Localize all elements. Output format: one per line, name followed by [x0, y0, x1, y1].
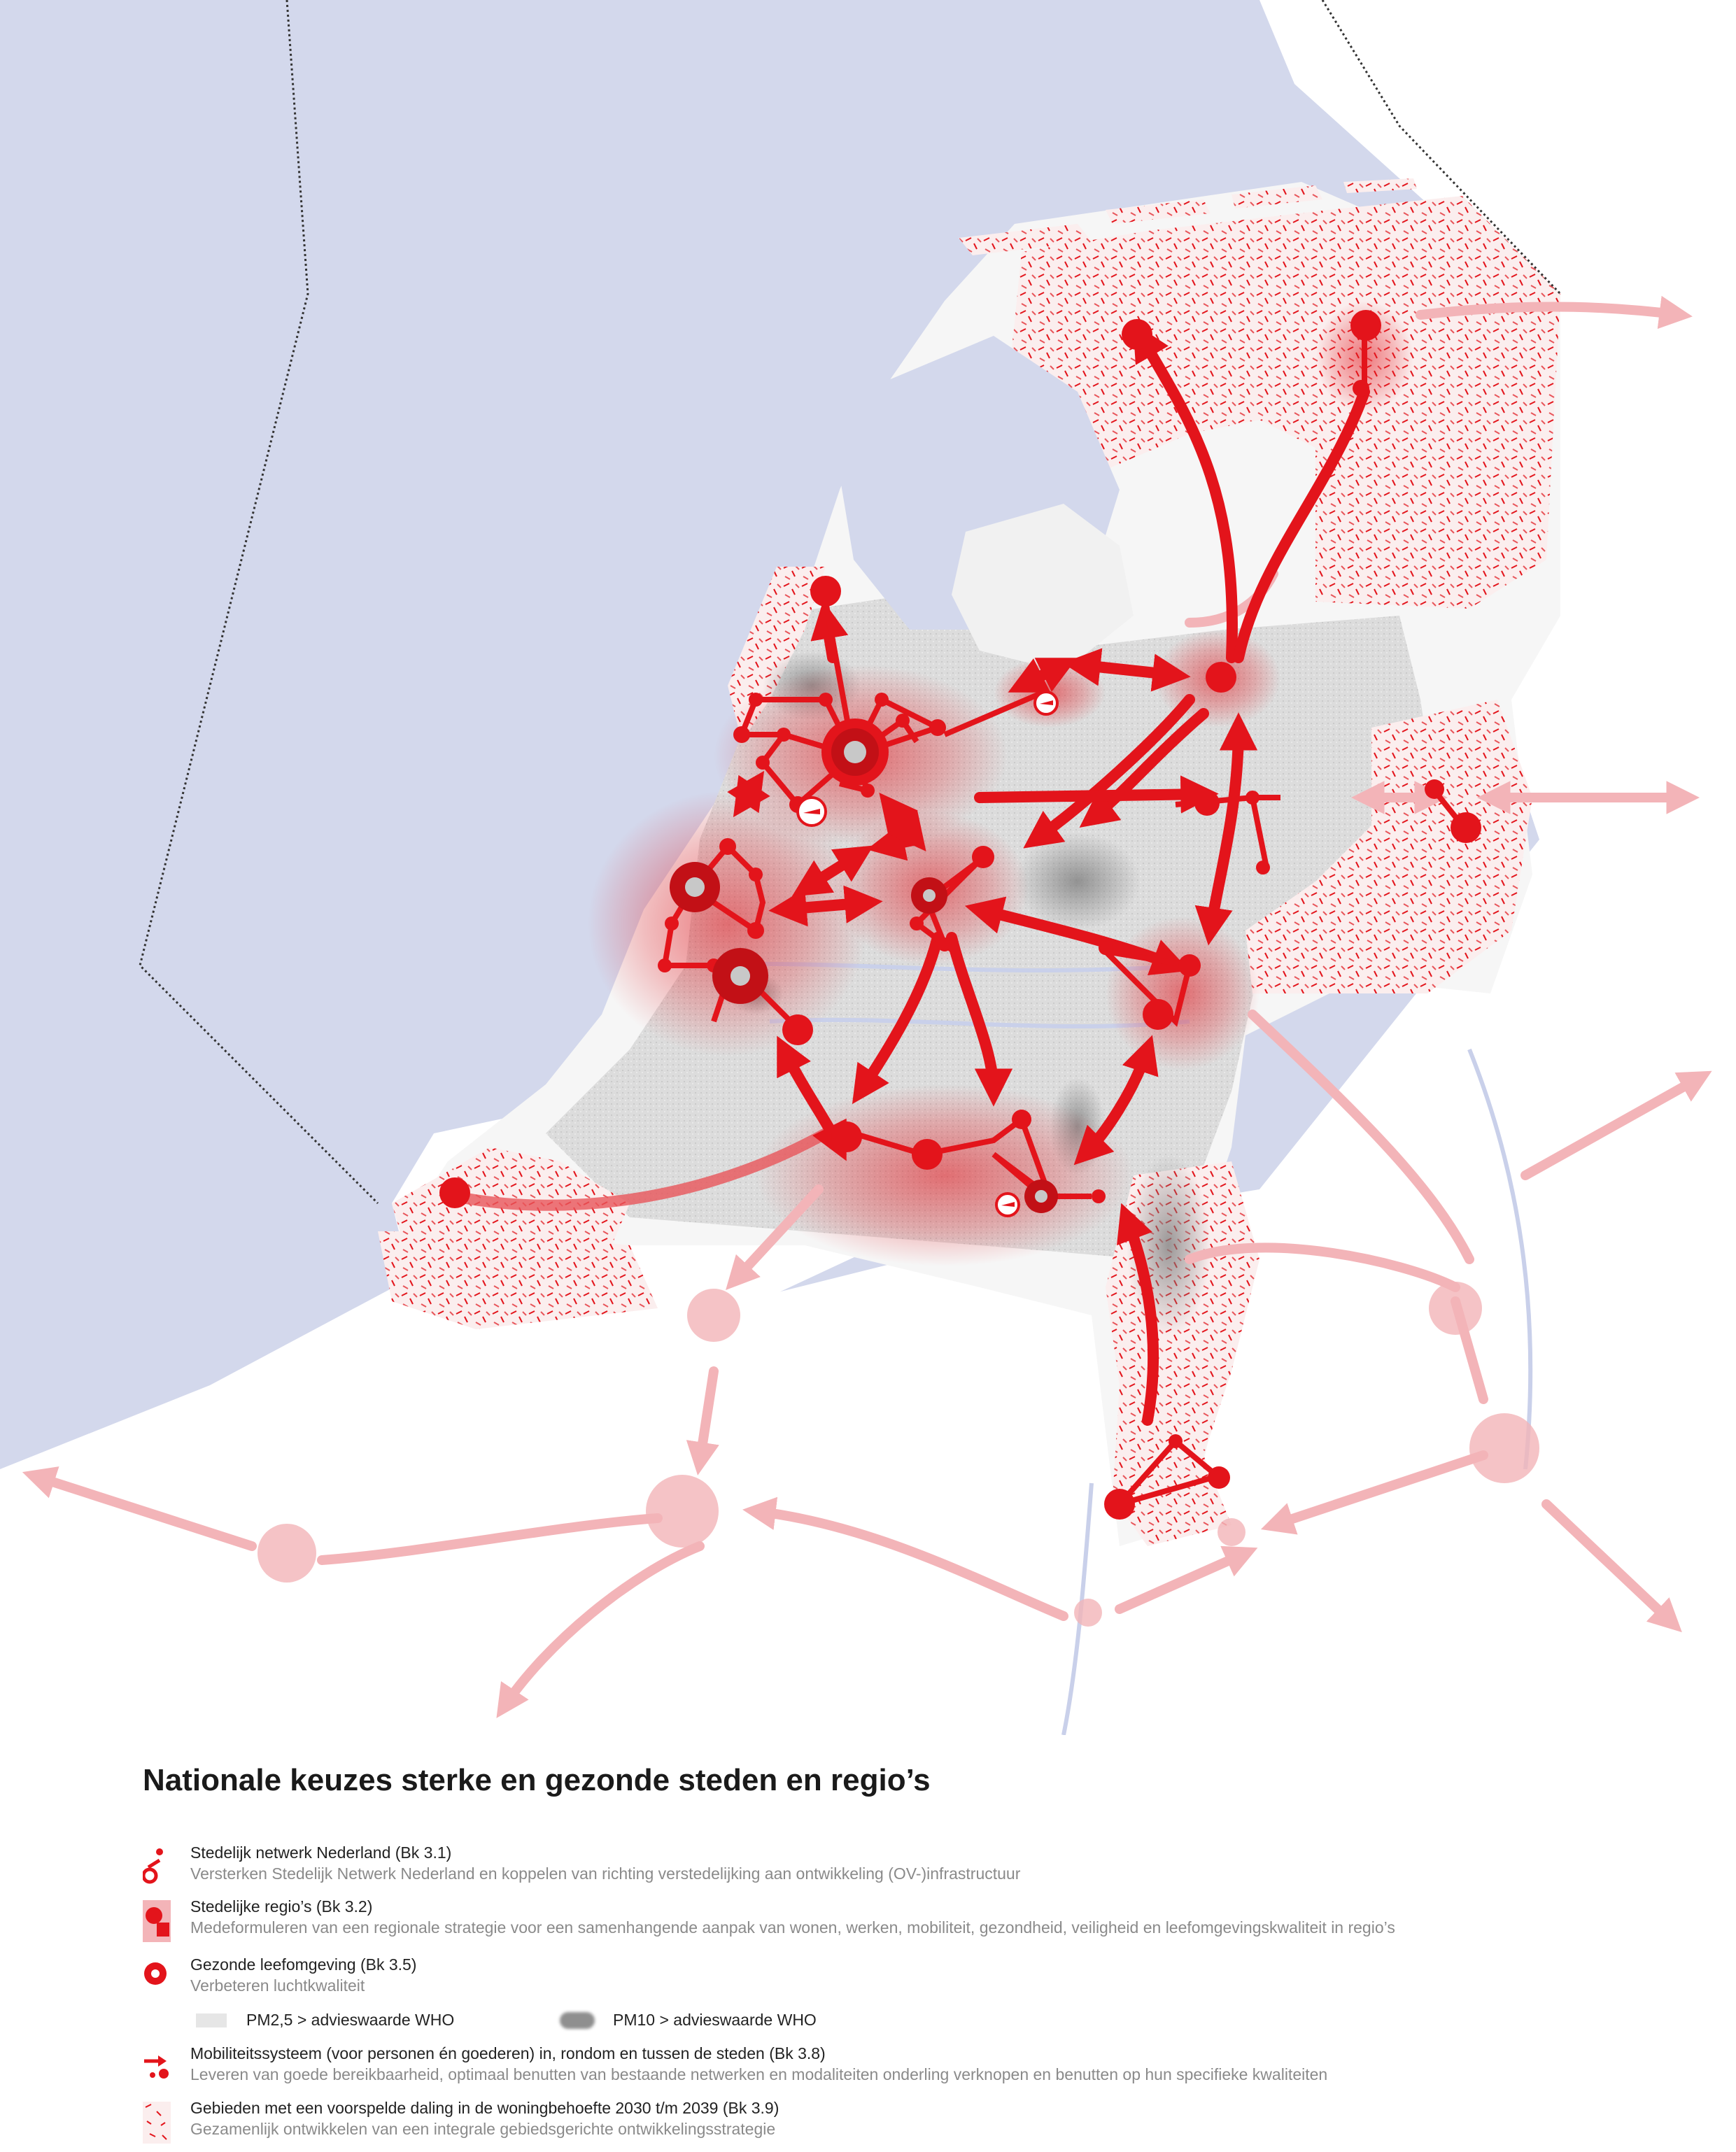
hatched-zeeland-south — [378, 1231, 658, 1329]
legend-description: Verbeteren luchtkwaliteit — [190, 1976, 365, 1995]
hatched-east — [1245, 700, 1532, 993]
pm10-swatch — [560, 2012, 595, 2029]
flevoland — [952, 504, 1134, 672]
urban-region-icon — [143, 1900, 171, 1942]
pm10-label: PM10 > advieswaarde WHO — [613, 2011, 817, 2029]
legend-description: Leveren van goede bereikbaarheid, optima… — [190, 2065, 1328, 2083]
wadden-islands — [959, 178, 1417, 255]
land-belgium — [0, 1224, 1120, 1735]
pm25-label: PM2,5 > advieswaarde WHO — [246, 2011, 455, 2029]
legend-heading: Gebieden met een voorspelde daling in de… — [190, 2099, 779, 2117]
legend-heading: Stedelijk netwerk Nederland (Bk 3.1) — [190, 1843, 452, 1862]
urban-network-icon — [143, 1848, 163, 1884]
airport-plane-icons — [803, 700, 1053, 1207]
legend-heading: Mobiliteitssysteem (voor personen én goe… — [190, 2044, 826, 2062]
legend-title: Nationale keuzes sterke en gezonde stede… — [143, 1763, 931, 1797]
mobility-icon — [144, 2055, 169, 2079]
healthy-environment-icon — [144, 1962, 167, 1985]
international-connections — [22, 295, 1712, 1718]
legend-heading: Stedelijke regio’s (Bk 3.2) — [190, 1897, 373, 1916]
international-nodes — [257, 1282, 1539, 1627]
legend-description: Versterken Stedelijk Netwerk Nederland e… — [190, 1864, 1021, 1883]
pm25-swatch — [196, 2013, 227, 2027]
legend-description: Medeformuleren van een regionale strateg… — [190, 1918, 1395, 1937]
legend-description: Gezamenlijk ontwikkelen van een integral… — [190, 2120, 776, 2138]
hatched-north — [1008, 196, 1560, 609]
city-nodes — [439, 310, 1481, 1520]
zeeland-link — [453, 1128, 828, 1211]
national-network — [727, 323, 1370, 1426]
hatched-area-icon — [143, 2102, 171, 2144]
legend: Nationale keuzes sterke en gezonde stede… — [0, 1735, 1736, 2152]
major-hubs — [670, 718, 1058, 1213]
map — [0, 0, 1736, 1735]
eez-boundary — [139, 0, 1562, 1205]
legend-heading: Gezonde leefomgeving (Bk 3.5) — [190, 1955, 417, 1974]
